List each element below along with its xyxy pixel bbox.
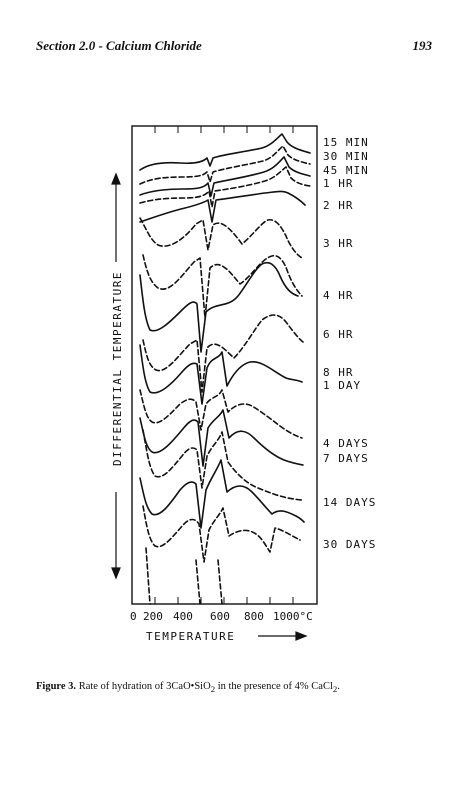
curve-15-min bbox=[139, 133, 311, 171]
section-title: Section 2.0 - Calcium Chloride bbox=[36, 38, 202, 53]
x-axis-arrow bbox=[258, 631, 308, 641]
curve-8-hr bbox=[142, 314, 304, 393]
page-number: 193 bbox=[412, 38, 433, 53]
caption-text-after: . bbox=[337, 681, 340, 692]
label-8-hr: 8 HR bbox=[323, 366, 354, 379]
curve-30-min bbox=[139, 145, 311, 185]
curve-6-hr bbox=[139, 261, 299, 353]
label-1-day: 1 DAY bbox=[323, 379, 361, 392]
curve-4-hr bbox=[142, 254, 303, 319]
curve-4-days bbox=[139, 389, 303, 439]
x-axis-label: TEMPERATURE bbox=[146, 630, 235, 643]
label-3-hr: 3 HR bbox=[323, 237, 354, 250]
x-tick-0: 0 bbox=[130, 610, 137, 623]
label-4-days: 4 DAYS bbox=[323, 437, 369, 450]
x-tick-200: 200 bbox=[143, 610, 163, 623]
label-1-hr: 1 HR bbox=[323, 177, 354, 190]
label-14-days: 14 DAYS bbox=[323, 496, 376, 509]
caption-text-before: Rate of hydration of 3CaO•SiO bbox=[76, 681, 211, 692]
caption-text-middle: in the presence of 4% CaCl bbox=[215, 681, 333, 692]
curve-30-days bbox=[142, 505, 301, 563]
label-30-days: 30 DAYS bbox=[323, 538, 376, 551]
curve-30-days-tail bbox=[145, 547, 223, 605]
label-30-min: 30 MIN bbox=[323, 150, 369, 163]
x-tick-800: 800 bbox=[244, 610, 264, 623]
label-2-hr: 2 HR bbox=[323, 199, 354, 212]
x-tick-1000: 1000°C bbox=[273, 610, 313, 623]
caption-label: Figure 3. bbox=[36, 681, 77, 692]
curve-14-days-solid bbox=[139, 459, 305, 529]
top-ticks bbox=[154, 126, 294, 133]
curve-1-hr bbox=[139, 166, 311, 208]
y-axis-arrows bbox=[111, 172, 121, 580]
curve-14-days bbox=[142, 429, 303, 501]
curve-1-day bbox=[139, 344, 303, 405]
label-7-days: 7 DAYS bbox=[323, 452, 369, 465]
x-tick-400: 400 bbox=[173, 610, 193, 623]
x-tick-600: 600 bbox=[210, 610, 230, 623]
curve-7-days bbox=[139, 409, 304, 467]
label-4-hr: 4 HR bbox=[323, 289, 354, 302]
caption-subscript-1: 2 bbox=[210, 684, 216, 695]
y-axis-label: DIFFERENTIAL TEMPERATURE bbox=[111, 271, 124, 466]
figure-caption: Figure 3. Rate of hydration of 3CaO•SiO2… bbox=[36, 681, 436, 694]
label-45-min: 45 MIN bbox=[323, 164, 369, 177]
curve-2-hr bbox=[139, 190, 306, 223]
label-15-min: 15 MIN bbox=[323, 136, 369, 149]
running-head: Section 2.0 - Calcium Chloride 193 bbox=[36, 38, 432, 56]
caption-subscript-2: 2 bbox=[332, 684, 338, 695]
curve-3-hr bbox=[139, 217, 303, 259]
curve-45-min bbox=[139, 156, 311, 197]
bottom-ticks bbox=[154, 597, 294, 604]
label-6-hr: 6 HR bbox=[323, 328, 354, 341]
